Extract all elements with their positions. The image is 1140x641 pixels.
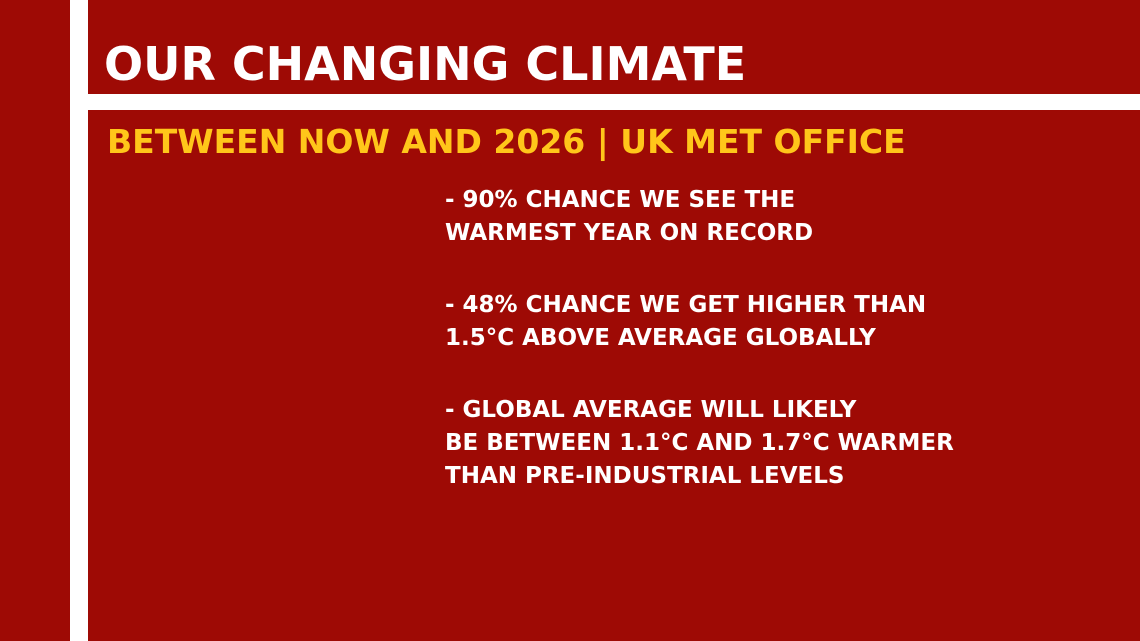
slide-title: OUR CHANGING CLIMATE <box>104 37 747 91</box>
bullet-item: - 90% CHANCE WE SEE THE WARMEST YEAR ON … <box>445 184 1125 250</box>
bullet-list: - 90% CHANCE WE SEE THE WARMEST YEAR ON … <box>445 184 1125 532</box>
bullet-line: WARMEST YEAR ON RECORD <box>445 220 814 246</box>
slide-subtitle: BETWEEN NOW AND 2026 | UK MET OFFICE <box>107 122 906 161</box>
bullet-item: - 48% CHANCE WE GET HIGHER THAN 1.5°C AB… <box>445 289 1125 355</box>
frame-title-underline <box>88 94 1140 110</box>
bullet-line: - 48% CHANCE WE GET HIGHER THAN <box>445 292 927 318</box>
bullet-item: - GLOBAL AVERAGE WILL LIKELY BE BETWEEN … <box>445 394 1125 493</box>
bullet-line: - GLOBAL AVERAGE WILL LIKELY <box>445 397 857 423</box>
bullet-line: THAN PRE-INDUSTRIAL LEVELS <box>445 463 845 489</box>
bullet-line: BE BETWEEN 1.1°C AND 1.7°C WARMER <box>445 430 954 456</box>
bullet-line: 1.5°C ABOVE AVERAGE GLOBALLY <box>445 325 876 351</box>
frame-left-bar <box>70 0 88 641</box>
bullet-line: - 90% CHANCE WE SEE THE <box>445 187 796 213</box>
